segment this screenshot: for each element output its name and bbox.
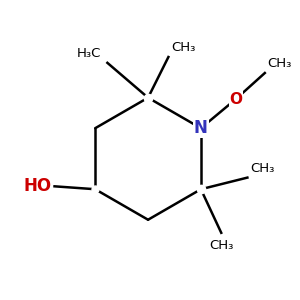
Text: CH₃: CH₃ bbox=[171, 41, 196, 54]
Text: N: N bbox=[194, 119, 208, 137]
Text: H₃C: H₃C bbox=[77, 47, 102, 60]
Text: HO: HO bbox=[23, 177, 52, 195]
Text: CH₃: CH₃ bbox=[268, 57, 292, 70]
Text: CH₃: CH₃ bbox=[250, 162, 275, 175]
Text: CH₃: CH₃ bbox=[209, 238, 233, 252]
Text: O: O bbox=[229, 92, 242, 107]
